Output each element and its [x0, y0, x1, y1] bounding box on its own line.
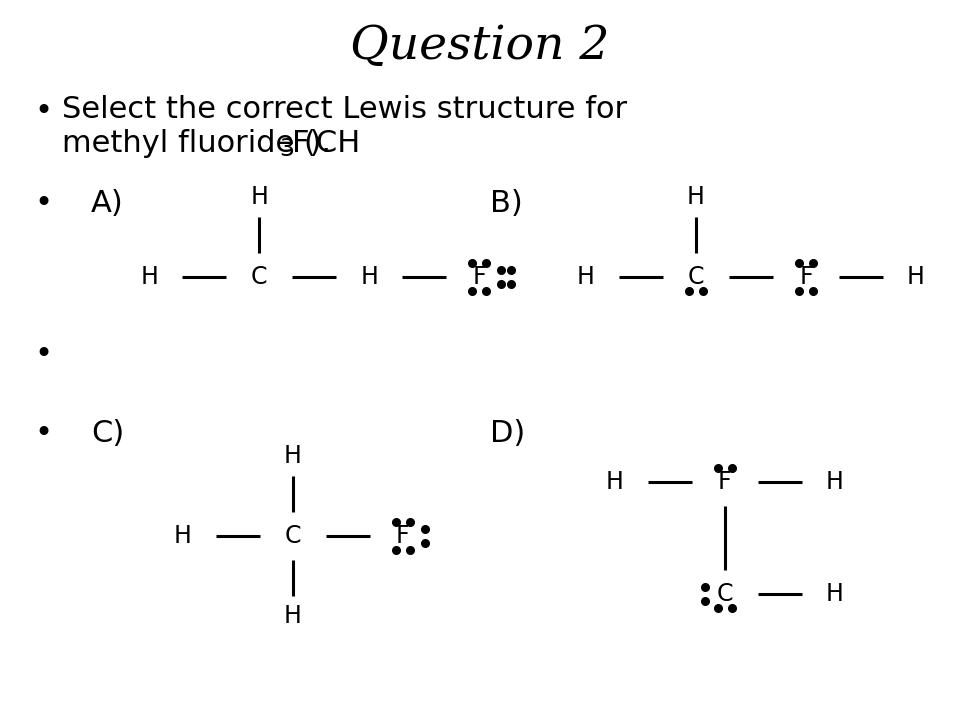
Text: H: H [577, 265, 595, 289]
Text: F).: F). [292, 130, 331, 158]
Text: H: H [284, 444, 301, 469]
Text: H: H [360, 265, 378, 289]
Text: H: H [687, 185, 705, 210]
Text: •: • [35, 189, 52, 217]
Text: F: F [718, 470, 732, 495]
Text: C: C [716, 582, 733, 606]
Text: methyl fluoride (CH: methyl fluoride (CH [62, 130, 361, 158]
Text: B): B) [490, 189, 522, 217]
Text: •: • [35, 340, 52, 369]
Text: C: C [687, 265, 705, 289]
Text: C: C [251, 265, 268, 289]
Text: H: H [251, 185, 268, 210]
Text: H: H [826, 582, 844, 606]
Text: Question 2: Question 2 [350, 24, 610, 69]
Text: Select the correct Lewis structure for: Select the correct Lewis structure for [62, 95, 628, 124]
Text: F: F [396, 524, 410, 549]
Text: •: • [35, 97, 52, 126]
Text: C): C) [91, 419, 125, 448]
Text: H: H [907, 265, 924, 289]
Text: H: H [606, 470, 624, 495]
Text: 3: 3 [279, 137, 295, 161]
Text: D): D) [490, 419, 525, 448]
Text: F: F [799, 265, 813, 289]
Text: H: H [826, 470, 844, 495]
Text: C: C [284, 524, 301, 549]
Text: H: H [174, 524, 192, 549]
Text: •: • [35, 419, 52, 448]
Text: H: H [140, 265, 158, 289]
Text: F: F [472, 265, 486, 289]
Text: A): A) [91, 189, 124, 217]
Text: H: H [284, 604, 301, 629]
